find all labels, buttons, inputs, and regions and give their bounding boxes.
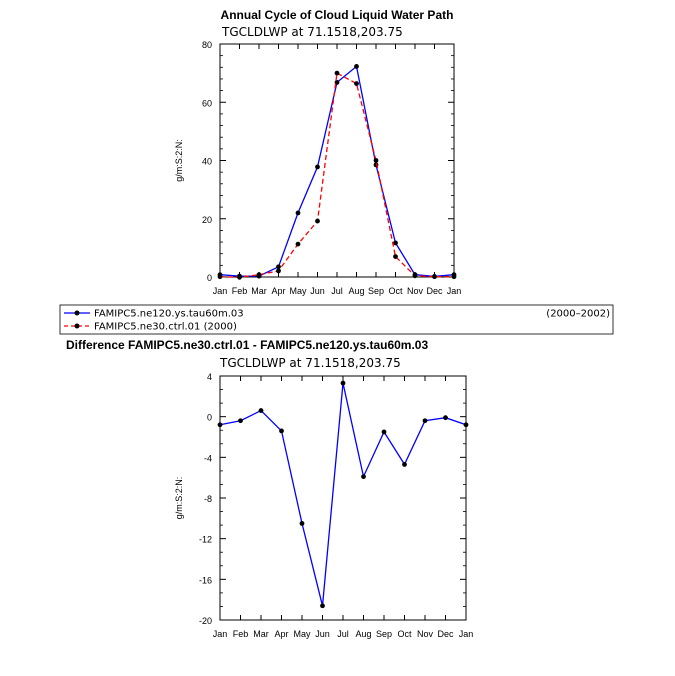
- bottom-chart: Jan Feb Mar Apr May Jun Jul Aug Sep Oct Nov Dec Jan-…: [174, 372, 473, 639]
- top-series-1-point: [393, 254, 398, 260]
- bottom-x-tick-label: Jul: [337, 629, 349, 639]
- top-x-tick-label: Apr: [271, 286, 285, 296]
- top-series-1-point: [373, 158, 379, 163]
- legend-marker-series-0: [74, 310, 80, 316]
- bottom-y-tick-label: 0: [207, 413, 212, 423]
- top-series-line-0: [219, 65, 455, 278]
- top-x-tick-label: Feb: [232, 286, 248, 296]
- top-series-1-point: [237, 274, 242, 280]
- bottom-x-tick-label: Sep: [376, 629, 392, 639]
- bottom-series-0-point: [402, 462, 407, 467]
- top-x-tick-label: Oct: [388, 286, 403, 296]
- top-series-0-point: [315, 164, 320, 170]
- top-x-tick-label: Jan: [447, 286, 462, 296]
- bottom-x-tick-label: Nov: [417, 629, 434, 639]
- top-series-0-point: [334, 80, 340, 85]
- bottom-series-0-point: [238, 418, 243, 424]
- bottom-series-0-point: [340, 380, 346, 386]
- bottom-chart-subtitle: TGCLDLWP at 71.1518,203.75: [219, 356, 401, 370]
- top-y-tick-label: 80: [202, 40, 212, 50]
- bottom-x-tick-label: Mar: [253, 629, 269, 639]
- bottom-series-0-point: [361, 474, 366, 480]
- bottom-y-axis-label: g/m:S:2:N:: [174, 477, 184, 520]
- bottom-series-0-point: [463, 422, 469, 428]
- legend-box: [59, 304, 614, 335]
- top-series-1-point: [334, 70, 340, 76]
- bottom-x-tick-label: Apr: [274, 629, 288, 639]
- bottom-y-tick-label: -12: [199, 535, 212, 545]
- bottom-series-0-point: [381, 429, 387, 435]
- top-plot-frame: [219, 43, 455, 278]
- top-series-1-point: [295, 241, 301, 247]
- bottom-series-0-point: [320, 603, 325, 609]
- bottom-series-0-point: [258, 408, 264, 413]
- legend-marker-series-1: [74, 323, 80, 329]
- top-series-1-point: [315, 218, 320, 224]
- top-x-tick-label: Aug: [348, 286, 364, 296]
- top-x-tick-label: Jul: [331, 286, 343, 296]
- bottom-x-tick-label: Aug: [355, 629, 371, 639]
- bottom-x-tick-label: Feb: [233, 629, 249, 639]
- legend-label-series-0: FAMIPC5.ne120.ys.tau60m.03: [94, 309, 244, 320]
- top-series-1-point: [256, 272, 262, 278]
- top-series-1-point: [432, 274, 437, 280]
- top-x-tick-label: Jun: [310, 286, 325, 296]
- top-series-0-point: [276, 264, 281, 270]
- top-series-0-point: [393, 240, 398, 246]
- top-y-tick-label: 0: [207, 273, 212, 283]
- bottom-x-tick-label: Oct: [397, 629, 412, 639]
- bottom-series-line-0: [219, 382, 467, 606]
- bottom-y-tick-label: -4: [204, 453, 212, 463]
- top-x-tick-label: Dec: [426, 286, 443, 296]
- top-series-1-point: [217, 274, 223, 280]
- bottom-series-0-point: [217, 422, 223, 428]
- top-series-1-point: [412, 273, 418, 279]
- top-series-1-point: [451, 274, 457, 280]
- top-chart: Jan Feb Mar Apr May Jun Jul Aug Sep Oct Nov Dec Jan0…: [174, 40, 461, 296]
- top-x-tick-label: Mar: [251, 286, 267, 296]
- top-x-tick-label: Nov: [407, 286, 424, 296]
- bottom-y-tick-label: 4: [207, 372, 212, 382]
- bottom-x-tick-label: May: [293, 629, 311, 639]
- top-y-tick-label: 20: [202, 215, 212, 225]
- bottom-series-0-point: [443, 415, 448, 421]
- top-y-axis-label: g/m:S:2:N:: [174, 139, 184, 182]
- bottom-y-tick-label: -8: [204, 494, 212, 504]
- top-series-0-point: [295, 210, 301, 216]
- bottom-x-tick-label: Jun: [315, 629, 330, 639]
- bottom-y-tick-label: -16: [199, 575, 212, 585]
- bottom-series-0-point: [279, 428, 284, 434]
- bottom-x-tick-label: Jan: [459, 629, 474, 639]
- top-y-tick-label: 40: [202, 157, 212, 167]
- legend-label-series-1: FAMIPC5.ne30.ctrl.01 (2000): [94, 322, 237, 333]
- top-series-line-1: [219, 72, 454, 278]
- top-y-tick-label: 60: [202, 98, 212, 108]
- bottom-y-tick-label: -20: [199, 616, 212, 626]
- bottom-x-tick-label: Jan: [213, 629, 228, 639]
- top-chart-subtitle: TGCLDLWP at 71.1518,203.75: [221, 25, 403, 39]
- top-x-tick-label: May: [289, 286, 307, 296]
- bottom-series-0-point: [299, 521, 305, 526]
- top-series-1-point: [354, 81, 359, 87]
- top-series-1-point: [276, 268, 281, 274]
- bottom-x-tick-label: Dec: [437, 629, 454, 639]
- top-x-tick-label: Jan: [213, 286, 228, 296]
- top-x-tick-label: Sep: [368, 286, 384, 296]
- bottom-chart-title: Difference FAMIPC5.ne30.ctrl.01 - FAMIPC…: [66, 338, 428, 352]
- bottom-series-0-point: [422, 418, 428, 424]
- legend: FAMIPC5.ne120.ys.tau60m.03 (2000–2002) F…: [59, 304, 614, 335]
- legend-period-label: (2000–2002): [546, 309, 610, 320]
- top-series-0-point: [354, 64, 359, 69]
- top-chart-title: Annual Cycle of Cloud Liquid Water Path: [221, 8, 454, 22]
